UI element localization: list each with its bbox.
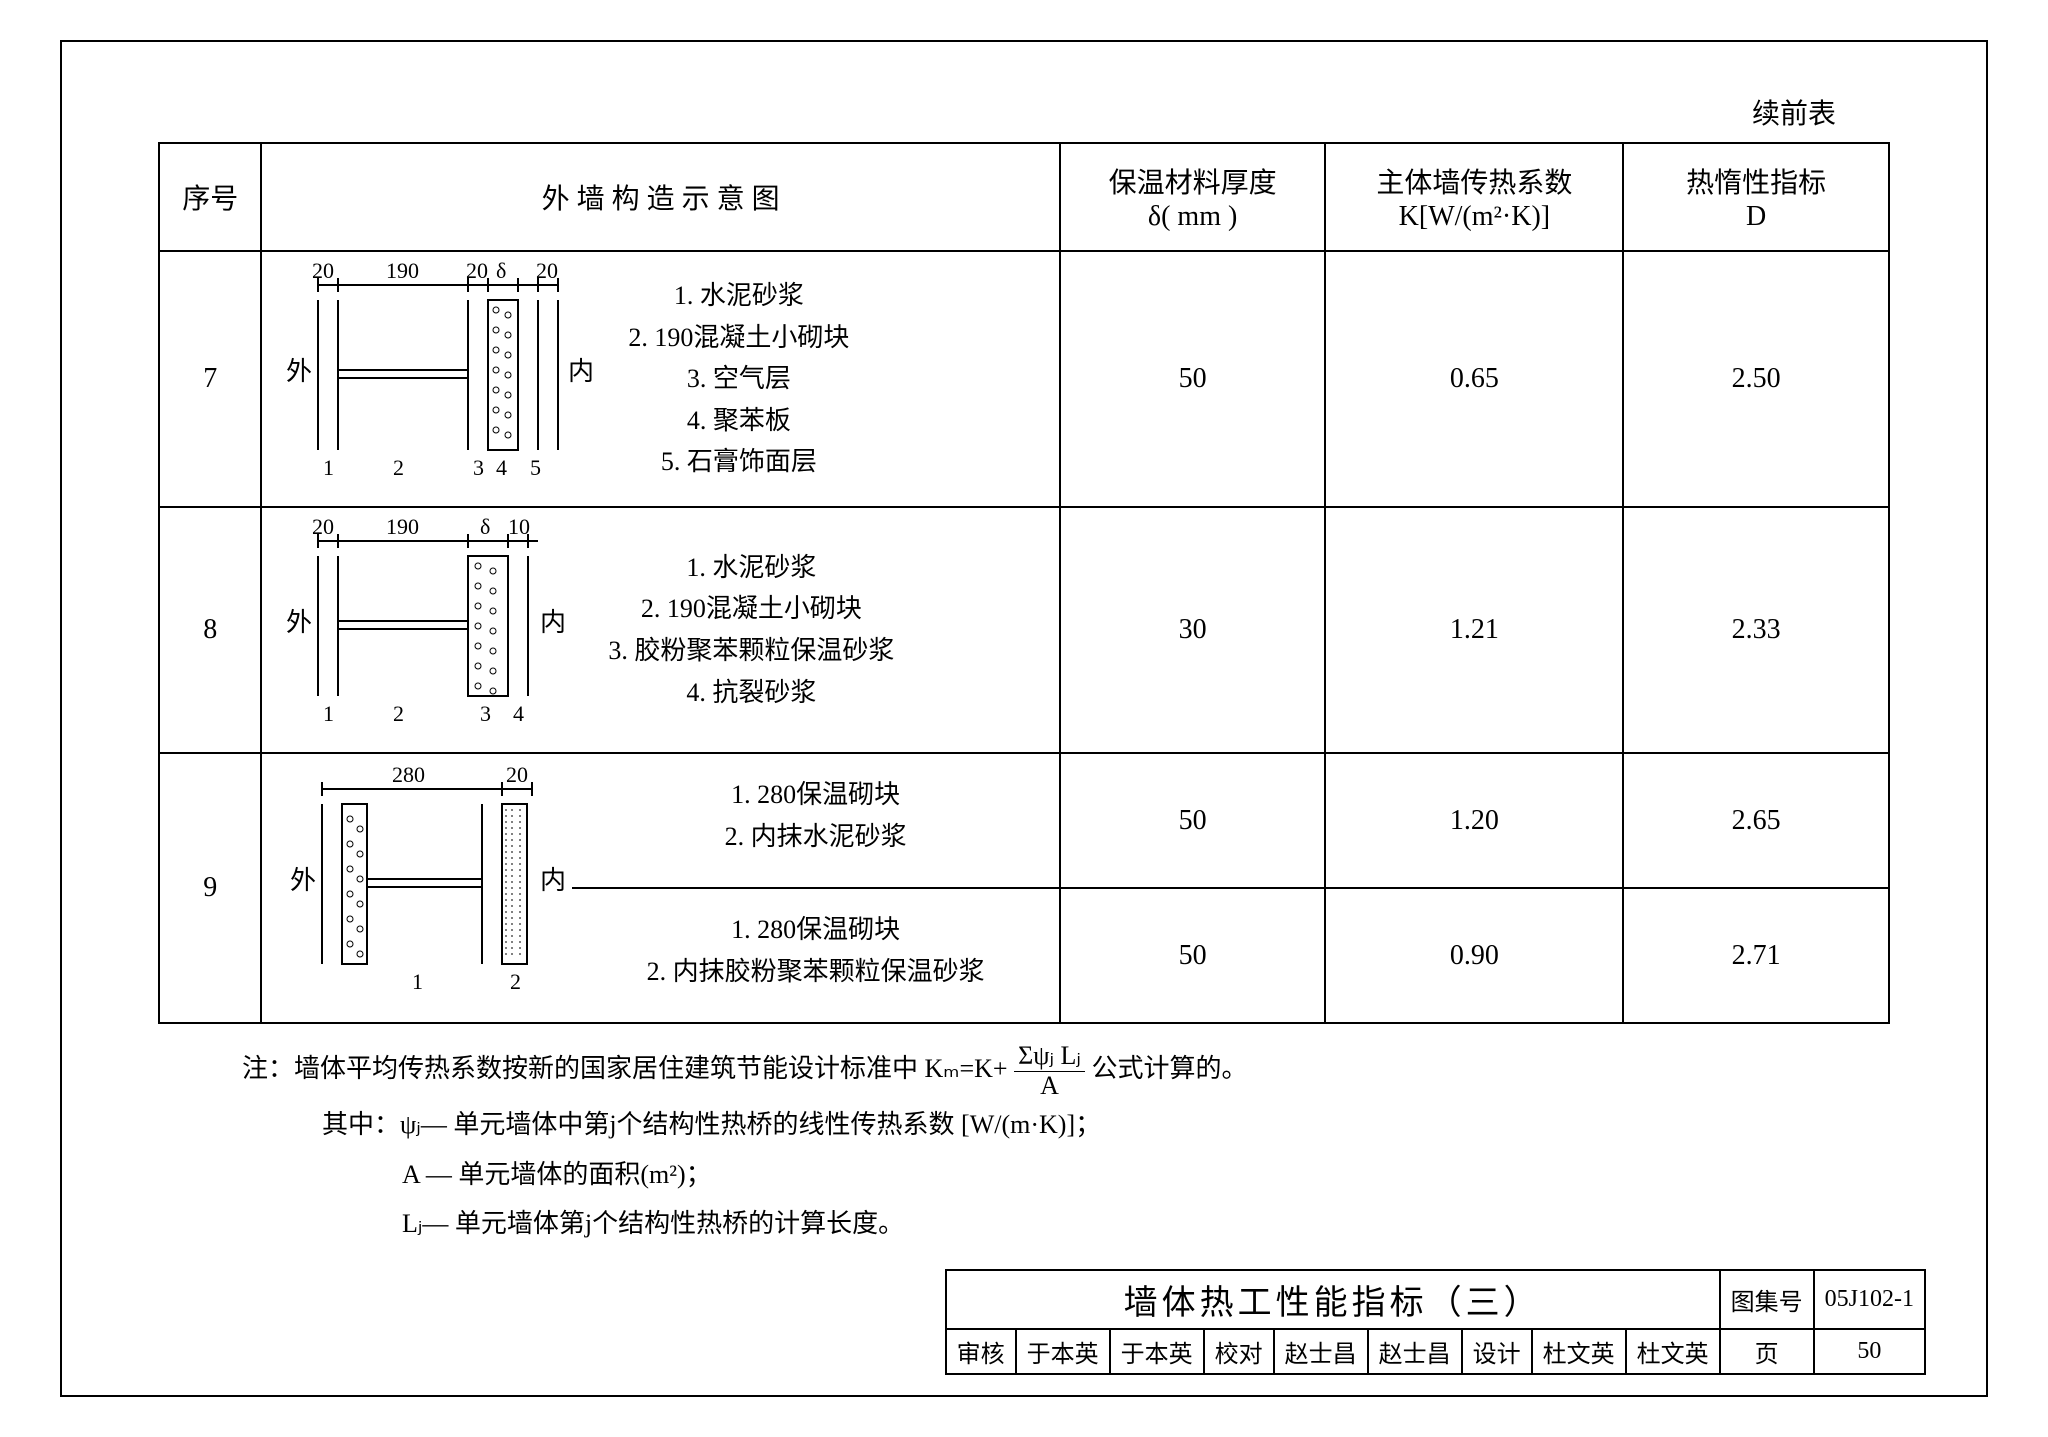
svg-text:4: 4	[513, 701, 524, 726]
svg-text:外: 外	[286, 608, 312, 637]
cell-d: 2.50	[1623, 251, 1888, 507]
check-label: 校对	[1204, 1329, 1274, 1374]
note-text: Lⱼ— 单元墙体第j个结构性热桥的计算长度。	[402, 1199, 1926, 1248]
svg-text:1: 1	[323, 701, 334, 726]
check-name: 赵士昌	[1274, 1329, 1368, 1374]
note-text: 其中：ψⱼ— 单元墙体中第j个结构性热桥的线性传热系数 [W/(m·K)]；	[322, 1100, 1926, 1149]
th-seq: 序号	[159, 143, 261, 251]
svg-text:190: 190	[386, 516, 419, 539]
svg-text:外: 外	[286, 357, 312, 386]
note-block: 注：墙体平均传热系数按新的国家居住建筑节能设计标准中 Kₘ=K+ Σψⱼ Lⱼ …	[242, 1042, 1926, 1248]
svg-text:内: 内	[540, 608, 566, 637]
th-delta: 保温材料厚度 δ( mm )	[1060, 143, 1325, 251]
cell-seq: 9	[159, 753, 261, 1023]
wall-section-9-icon: 280 20	[272, 764, 572, 1004]
th-diagram: 外 墙 构 造 示 意 图	[261, 143, 1060, 251]
svg-text:1: 1	[323, 455, 334, 480]
svg-text:δ: δ	[480, 516, 490, 539]
cell-seq: 7	[159, 251, 261, 507]
material-list: 1. 280保温砌块 2. 内抹胶粉聚苯颗粒保温砂浆	[572, 889, 1059, 1022]
cell-diagram: 20 190 20 δ 20	[261, 251, 1060, 507]
svg-text:2: 2	[393, 701, 404, 726]
note-text: 注：墙体平均传热系数按新的国家居住建筑节能设计标准中 Kₘ=K+	[242, 1054, 1008, 1083]
svg-text:3: 3	[473, 455, 484, 480]
table-row: 7	[159, 251, 1889, 507]
svg-text:1: 1	[412, 969, 423, 994]
fraction-denominator: A	[1014, 1072, 1085, 1101]
cell-seq: 8	[159, 507, 261, 753]
note-text: A — 单元墙体的面积(m²)；	[402, 1150, 1926, 1199]
table-row: 8	[159, 507, 1889, 753]
svg-text:20: 20	[506, 764, 528, 787]
svg-text:4: 4	[496, 455, 507, 480]
svg-text:3: 3	[480, 701, 491, 726]
th-k: 主体墙传热系数 K[W/(m²·K)]	[1325, 143, 1623, 251]
svg-text:20: 20	[312, 260, 334, 283]
svg-text:20: 20	[312, 516, 334, 539]
material-list: 1. 水泥砂浆 2. 190混凝土小砌块 3. 胶粉聚苯颗粒保温砂浆 4. 抗裂…	[608, 547, 894, 713]
svg-text:5: 5	[530, 455, 541, 480]
cell-k: 0.90	[1325, 888, 1623, 1023]
cell-delta: 30	[1060, 507, 1325, 753]
thermal-table: 序号 外 墙 构 造 示 意 图 保温材料厚度 δ( mm ) 主体墙传热系数 …	[158, 142, 1890, 1024]
svg-text:2: 2	[510, 969, 521, 994]
svg-text:内: 内	[540, 866, 566, 895]
svg-text:2: 2	[393, 455, 404, 480]
fraction-numerator: Σψⱼ Lⱼ	[1014, 1042, 1085, 1072]
cell-delta: 50	[1060, 888, 1325, 1023]
svg-text:190: 190	[386, 260, 419, 283]
svg-text:280: 280	[392, 764, 425, 787]
cell-delta: 50	[1060, 251, 1325, 507]
cell-diagram: 280 20	[261, 753, 1060, 1023]
audit-signature: 于本英	[1110, 1329, 1204, 1374]
svg-text:内: 内	[568, 357, 594, 386]
cell-k: 0.65	[1325, 251, 1623, 507]
design-label: 设计	[1462, 1329, 1532, 1374]
wall-section-7-icon: 20 190 20 δ 20	[268, 260, 608, 490]
cell-d: 2.65	[1623, 753, 1888, 888]
audit-name: 于本英	[1016, 1329, 1110, 1374]
continuation-label: 续前表	[122, 92, 1836, 132]
audit-label: 审核	[946, 1329, 1016, 1374]
table-row: 9 280	[159, 753, 1889, 888]
design-signature: 杜文英	[1626, 1329, 1720, 1374]
design-name: 杜文英	[1532, 1329, 1626, 1374]
cell-delta: 50	[1060, 753, 1325, 888]
material-list: 1. 水泥砂浆 2. 190混凝土小砌块 3. 空气层 4. 聚苯板 5. 石膏…	[628, 275, 849, 483]
svg-text:20: 20	[466, 260, 488, 283]
cell-k: 1.20	[1325, 753, 1623, 888]
page-number: 50	[1814, 1329, 1925, 1374]
svg-text:δ: δ	[496, 260, 506, 283]
title-block: 墙体热工性能指标（三） 图集号 05J102-1 审核 于本英 于本英 校对 赵…	[945, 1269, 1926, 1375]
check-signature: 赵士昌	[1368, 1329, 1462, 1374]
svg-text:10: 10	[508, 516, 530, 539]
drawing-title: 墙体热工性能指标（三）	[946, 1270, 1720, 1329]
cell-d: 2.71	[1623, 888, 1888, 1023]
note-text: 公式计算的。	[1091, 1054, 1247, 1083]
cell-k: 1.21	[1325, 507, 1623, 753]
atlas-number: 05J102-1	[1814, 1270, 1925, 1329]
atlas-label: 图集号	[1720, 1270, 1814, 1329]
svg-text:20: 20	[536, 260, 558, 283]
cell-d: 2.33	[1623, 507, 1888, 753]
page-label: 页	[1720, 1329, 1814, 1374]
cell-diagram: 20 190 δ 10	[261, 507, 1060, 753]
wall-section-8-icon: 20 190 δ 10	[268, 516, 588, 736]
material-list: 1. 280保温砌块 2. 内抹水泥砂浆	[572, 754, 1059, 889]
th-d: 热惰性指标 D	[1623, 143, 1888, 251]
svg-text:外: 外	[290, 866, 316, 895]
